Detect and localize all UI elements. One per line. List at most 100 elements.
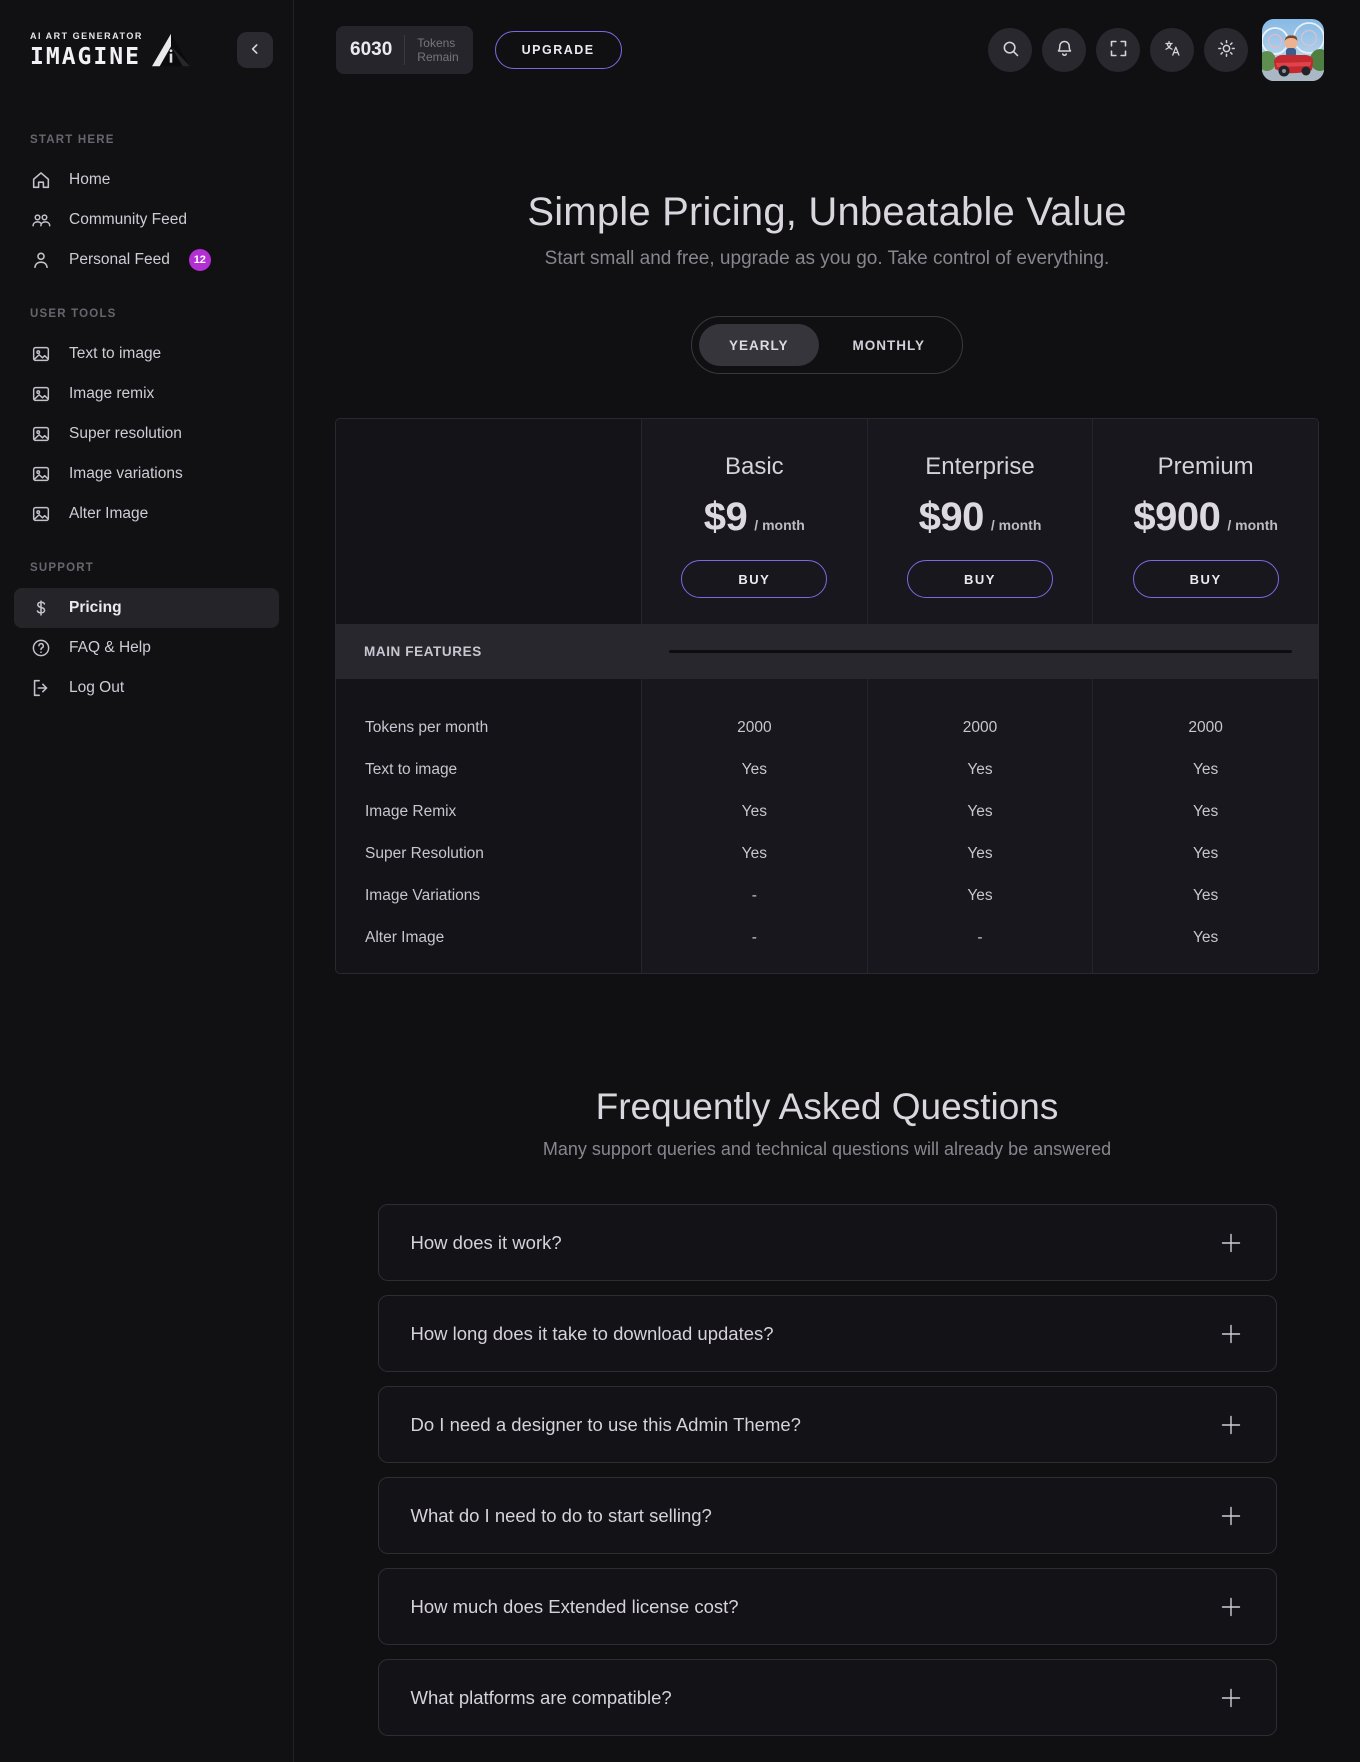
faq-question: What platforms are compatible? bbox=[410, 1686, 672, 1708]
page-subtitle: Start small and free, upgrade as you go.… bbox=[544, 248, 1110, 269]
sidebar-item-image-variations[interactable]: Image variations bbox=[0, 454, 293, 494]
sidebar-nav: START HERE Home Community Feed Personal Fee… bbox=[0, 100, 293, 708]
triangle-logo-icon bbox=[151, 33, 190, 67]
fullscreen-icon bbox=[1108, 38, 1129, 62]
sidebar-item-text-to-image[interactable]: Text to image bbox=[0, 334, 293, 374]
faq-item-how-much-does-extended-license-cost[interactable]: How much does Extended license cost? bbox=[377, 1568, 1277, 1645]
feature-values-enterprise: 2000 Yes Yes Yes Yes - bbox=[866, 679, 1093, 973]
help-icon bbox=[30, 637, 52, 659]
faq-item-how-does-it-work[interactable]: How does it work? bbox=[377, 1204, 1277, 1281]
notification-badge: 12 bbox=[188, 249, 211, 271]
feature-value: Yes bbox=[1193, 887, 1219, 904]
buy-button-enterprise[interactable]: BUY bbox=[906, 560, 1053, 598]
main-features-band: MAIN FEATURES bbox=[336, 624, 1318, 679]
translate-button[interactable] bbox=[1150, 28, 1194, 72]
billing-toggle-monthly[interactable]: MONTHLY bbox=[823, 324, 956, 366]
image-icon bbox=[30, 423, 52, 445]
chevron-left-icon bbox=[247, 41, 263, 60]
feature-value: Yes bbox=[967, 887, 993, 904]
sidebar-item-alter-image[interactable]: Alter Image bbox=[0, 494, 293, 534]
feature-value: 2000 bbox=[1188, 719, 1223, 736]
plan-amount: $9 bbox=[703, 495, 748, 539]
user-icon bbox=[30, 249, 52, 271]
feature-value: Yes bbox=[1193, 845, 1219, 862]
feature-value: - bbox=[977, 929, 983, 946]
sidebar-item-faq-help[interactable]: FAQ & Help bbox=[0, 628, 293, 668]
sidebar-collapse-button[interactable] bbox=[237, 32, 273, 68]
image-icon bbox=[30, 343, 52, 365]
feature-value: Yes bbox=[741, 845, 767, 862]
tokens-remaining-chip: 6030 Tokens Remain bbox=[336, 26, 473, 74]
faq-item-what-do-i-need-to-do-to-start-selling[interactable]: What do I need to do to start selling? bbox=[377, 1477, 1277, 1554]
pricing-table-empty-cell bbox=[336, 419, 641, 624]
plus-icon bbox=[1218, 1594, 1244, 1620]
community-icon bbox=[30, 209, 52, 231]
avatar-photo bbox=[1262, 19, 1324, 81]
plan-name: Enterprise bbox=[925, 453, 1035, 480]
sidebar-item-label: Home bbox=[69, 171, 111, 188]
faq-question: What do I need to do to start selling? bbox=[410, 1504, 712, 1526]
plan-card-premium: Premium $900 / month BUY bbox=[1092, 419, 1318, 624]
plus-icon bbox=[1218, 1685, 1244, 1711]
bell-icon bbox=[1054, 38, 1075, 62]
upgrade-button[interactable]: UPGRADE bbox=[494, 31, 622, 69]
topbar-actions bbox=[988, 28, 1248, 72]
feature-value: 2000 bbox=[737, 719, 772, 736]
sidebar-item-label: Alter Image bbox=[69, 505, 149, 522]
bell-button[interactable] bbox=[1042, 28, 1086, 72]
faq-question: Do I need a designer to use this Admin T… bbox=[410, 1413, 801, 1435]
nav-section-support: SUPPORT Pricing FAQ & Help Log Out bbox=[0, 562, 293, 708]
main-features-label: MAIN FEATURES bbox=[364, 644, 482, 659]
user-avatar[interactable] bbox=[1262, 19, 1324, 81]
feature-label: Image Variations bbox=[365, 887, 481, 904]
feature-value: Yes bbox=[1193, 761, 1219, 778]
search-button[interactable] bbox=[988, 28, 1032, 72]
sidebar-item-label: Log Out bbox=[69, 679, 125, 696]
sidebar-item-home[interactable]: Home bbox=[0, 160, 293, 200]
divider bbox=[404, 35, 406, 65]
sidebar-item-community-feed[interactable]: Community Feed bbox=[0, 200, 293, 240]
theme-button[interactable] bbox=[1204, 28, 1248, 72]
sidebar-item-personal-feed[interactable]: Personal Feed 12 bbox=[0, 240, 293, 280]
sidebar-item-image-remix[interactable]: Image remix bbox=[0, 374, 293, 414]
buy-button-basic[interactable]: BUY bbox=[681, 560, 828, 598]
home-icon bbox=[30, 169, 52, 191]
billing-toggle-yearly[interactable]: YEARLY bbox=[698, 324, 819, 366]
feature-values-basic: 2000 Yes Yes Yes - - bbox=[641, 679, 867, 973]
plus-icon bbox=[1218, 1230, 1244, 1256]
logout-icon bbox=[30, 677, 52, 699]
sidebar-item-log-out[interactable]: Log Out bbox=[0, 668, 293, 708]
buy-button-premium[interactable]: BUY bbox=[1132, 560, 1279, 598]
feature-value: - bbox=[751, 887, 757, 904]
pricing-table-header: Basic $9 / month BUY Enterprise $90 / month BUY… bbox=[336, 419, 1318, 624]
faq-item-do-i-need-a-designer-to-use-this-admin-t[interactable]: Do I need a designer to use this Admin T… bbox=[377, 1386, 1277, 1463]
faq-item-how-long-does-it-take-to-download-update[interactable]: How long does it take to download update… bbox=[377, 1295, 1277, 1372]
features-grid: Tokens per month Text to image Image Remix… bbox=[336, 679, 1318, 973]
faq-question: How long does it take to download update… bbox=[410, 1322, 774, 1344]
nav-section-title: START HERE bbox=[30, 134, 115, 146]
plan-price: $90 / month bbox=[919, 495, 1042, 540]
plus-icon bbox=[1218, 1412, 1244, 1438]
feature-label: Text to image bbox=[365, 761, 458, 778]
plan-period: / month bbox=[1227, 517, 1278, 533]
feature-value: Yes bbox=[967, 845, 993, 862]
sidebar-item-label: FAQ & Help bbox=[69, 639, 151, 656]
fullscreen-button[interactable] bbox=[1096, 28, 1140, 72]
plan-amount: $900 bbox=[1133, 495, 1221, 539]
plus-icon bbox=[1218, 1503, 1244, 1529]
feature-label: Super Resolution bbox=[365, 845, 484, 862]
plan-name: Premium bbox=[1157, 453, 1254, 480]
sidebar-item-label: Community Feed bbox=[69, 211, 188, 228]
plan-amount: $90 bbox=[918, 495, 985, 539]
search-icon bbox=[1000, 38, 1021, 62]
nav-section-title: SUPPORT bbox=[30, 562, 94, 574]
sidebar: AI ART GENERATOR IMAGINE START HERE Home C… bbox=[0, 0, 294, 1762]
hero-section: Simple Pricing, Unbeatable Value Start s… bbox=[294, 100, 1360, 270]
plan-period: / month bbox=[754, 517, 805, 533]
faq-item-what-platforms-are-compatible[interactable]: What platforms are compatible? bbox=[377, 1659, 1277, 1736]
main-area: 6030 Tokens Remain UPGRADE bbox=[294, 0, 1360, 1762]
sidebar-item-label: Personal Feed bbox=[69, 251, 170, 268]
sidebar-item-super-resolution[interactable]: Super resolution bbox=[0, 414, 293, 454]
sidebar-item-pricing[interactable]: Pricing bbox=[14, 588, 279, 628]
faq-question: How does it work? bbox=[410, 1231, 562, 1253]
